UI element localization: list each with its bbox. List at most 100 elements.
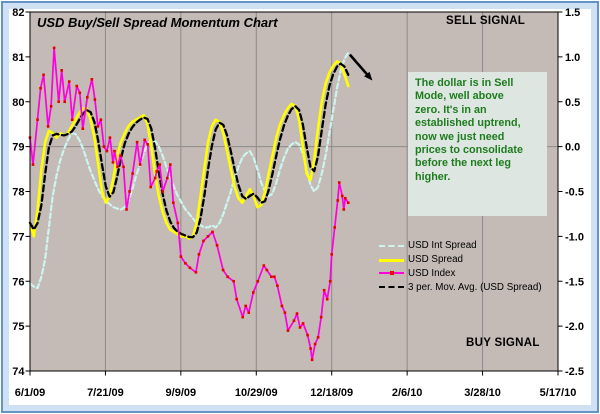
chart-legend: USD Int Spread USD Spread USD Index 3 per. … — [379, 239, 557, 294]
usd-index-marker — [78, 91, 82, 95]
right-axis-tick-label: 1.5 — [565, 7, 580, 19]
x-axis-tick-label: 3/28/10 — [464, 387, 501, 399]
left-axis-tick-label: 81 — [12, 52, 24, 64]
right-axis-tick-label: -2.0 — [565, 321, 584, 333]
usd-index-marker — [336, 199, 340, 202]
right-axis-tick-label: 0.5 — [565, 97, 580, 109]
usd-index-marker — [211, 230, 214, 234]
legend-item-label: 3 per. Mov. Avg. (USD Spread) — [408, 281, 542, 293]
usd-index-marker — [330, 253, 334, 256]
usd-index-marker — [168, 163, 172, 166]
usd-index-marker — [70, 118, 74, 121]
usd-index-marker — [202, 239, 205, 243]
usd-index-marker — [63, 100, 66, 104]
usd-index-marker — [75, 84, 79, 88]
usd-index-marker — [270, 275, 273, 279]
usd-index-marker — [316, 336, 320, 339]
usd-index-marker — [337, 181, 341, 184]
usd-index-marker — [39, 86, 42, 90]
usd-index-marker — [81, 127, 85, 130]
usd-index-marker — [194, 270, 198, 274]
usd-index-marker — [93, 98, 97, 101]
sell-arrow-head-icon — [364, 71, 373, 81]
x-axis-tick-label: 10/29/09 — [235, 387, 278, 399]
x-axis-tick-label: 2/6/10 — [392, 387, 423, 399]
right-axis-tick-label: -1.0 — [565, 231, 584, 243]
left-axis-tick-label: 80 — [12, 97, 24, 109]
usd-index-marker — [347, 201, 350, 205]
usd-index-marker — [149, 185, 152, 189]
usd-index-marker — [57, 100, 60, 104]
usd-index-marker — [135, 140, 139, 144]
usd-index-marker — [262, 264, 266, 267]
usd-index-marker — [276, 284, 279, 288]
usd-index-marker — [244, 304, 248, 308]
usd-index-marker — [131, 172, 134, 175]
usd-index-marker — [42, 73, 45, 77]
usd-index-marker — [226, 275, 229, 279]
usd-index-marker — [67, 80, 71, 83]
usd-index-marker — [322, 288, 326, 292]
usd-index-marker — [52, 46, 56, 50]
usd-index-marker — [221, 268, 225, 272]
usd-index-marker — [176, 221, 180, 225]
usd-index-marker — [283, 311, 287, 314]
usd-index-marker — [90, 78, 94, 81]
usd-index-marker — [99, 118, 103, 121]
left-axis-tick-label: 76 — [12, 276, 24, 288]
usd-index-marker — [146, 143, 149, 146]
usd-index-marker — [86, 95, 89, 99]
note-box: The dollar is in Sell Mode, well above z… — [408, 72, 547, 216]
legend-marker-icon — [390, 270, 394, 275]
usd-index-marker — [113, 149, 116, 153]
legend-item: 3 per. Mov. Avg. (USD Spread) — [379, 280, 557, 294]
usd-index-marker — [292, 319, 296, 323]
right-axis-tick-label: 0.0 — [565, 142, 580, 154]
x-axis-tick-label: 5/17/10 — [540, 387, 577, 399]
legend-item: USD Int Spread — [379, 239, 557, 253]
left-axis-tick-label: 75 — [12, 321, 24, 333]
usd-index-marker — [235, 297, 238, 301]
usd-index-marker — [125, 208, 128, 211]
usd-index-marker — [310, 358, 314, 362]
usd-index-marker — [328, 279, 332, 283]
left-axis-tick-label: 82 — [12, 7, 24, 19]
usd-index-marker — [333, 226, 337, 229]
usd-index-marker — [273, 275, 276, 279]
usd-index-marker — [197, 253, 201, 256]
usd-index-marker — [36, 118, 39, 121]
usd-index-marker — [313, 342, 317, 346]
usd-index-marker — [161, 190, 165, 193]
usd-index-marker — [325, 297, 329, 301]
usd-index-marker — [188, 266, 192, 270]
usd-index-marker — [143, 138, 146, 142]
left-axis-tick-label: 77 — [12, 231, 24, 243]
usd-index-marker — [128, 190, 131, 193]
usd-index-marker — [138, 163, 142, 166]
usd-index-marker — [158, 163, 162, 166]
usd-index-marker — [298, 326, 302, 329]
legend-item-label: USD Spread — [408, 254, 463, 266]
usd-index-marker — [31, 163, 35, 166]
usd-index-marker — [184, 262, 187, 265]
usd-index-marker — [108, 136, 112, 139]
usd-index-marker — [96, 125, 100, 128]
usd-index-marker — [306, 333, 309, 337]
legend-item-label: USD Index — [408, 267, 456, 279]
usd-index-marker — [119, 154, 122, 157]
left-axis-tick-label: 74 — [12, 366, 25, 378]
right-axis-tick-label: -0.5 — [565, 187, 584, 199]
usd-index-marker — [280, 304, 284, 308]
usd-index-marker — [165, 176, 169, 180]
usd-index-marker — [256, 279, 260, 283]
right-axis-tick-label: -2.5 — [565, 366, 584, 378]
usd-index-marker — [295, 312, 299, 315]
usd-index-marker — [319, 315, 323, 319]
usd-index-marker — [172, 201, 175, 205]
usd-index-marker — [340, 194, 344, 198]
legend-item-label: USD Int Spread — [408, 240, 477, 252]
right-axis-tick-label: 1.0 — [565, 52, 580, 64]
usd-index-marker — [46, 125, 50, 128]
